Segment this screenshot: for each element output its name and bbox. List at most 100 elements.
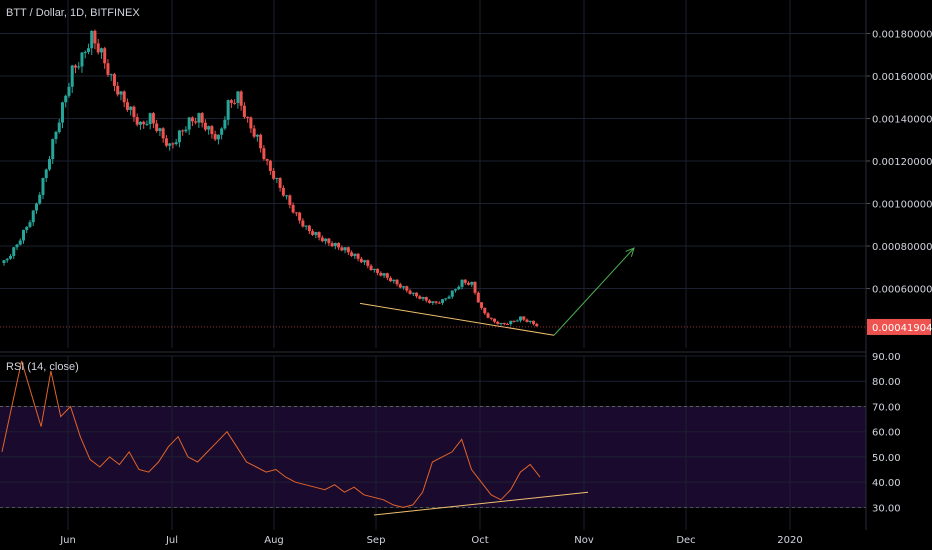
- candle-body: [480, 302, 484, 308]
- candle-body: [346, 247, 350, 253]
- candle-body: [200, 113, 204, 123]
- candle-body: [112, 74, 116, 86]
- candle-body: [220, 128, 224, 135]
- candle-body: [142, 121, 146, 125]
- candle-body: [67, 86, 71, 96]
- candle-body: [229, 100, 233, 103]
- candle-body: [181, 130, 185, 132]
- candle-body: [145, 123, 149, 125]
- candle-body: [515, 320, 519, 322]
- price-tick-label: 0.00080000: [872, 242, 932, 253]
- candle-body: [21, 229, 25, 241]
- rsi-tick-label: 40.00: [872, 478, 901, 489]
- rsi-line: [1, 360, 541, 508]
- candle-body: [512, 320, 516, 322]
- candle-body: [376, 268, 380, 273]
- time-tick-label: Sep: [367, 535, 386, 546]
- candle-body: [343, 247, 347, 251]
- candle-body: [129, 106, 133, 110]
- candle-body: [90, 30, 94, 49]
- candle-body: [70, 65, 74, 87]
- candle-body: [470, 281, 474, 285]
- candle-body: [223, 119, 227, 129]
- candle-body: [125, 102, 129, 110]
- candle-body: [77, 66, 81, 68]
- candle-body: [294, 212, 298, 214]
- candle-body: [47, 159, 51, 170]
- candle-body: [535, 323, 539, 327]
- candle-body: [281, 187, 285, 196]
- candle-body: [356, 253, 360, 259]
- candle-body: [210, 126, 214, 135]
- candle-body: [483, 307, 487, 314]
- candle-body: [41, 178, 45, 195]
- candle-body: [93, 30, 97, 44]
- candle-body: [184, 129, 188, 132]
- candle-body: [359, 258, 363, 263]
- candle-body: [155, 123, 159, 132]
- candle-body: [327, 238, 331, 244]
- price-tick-label: 0.00060000: [872, 285, 932, 296]
- rsi-tick-label: 50.00: [872, 453, 901, 464]
- time-tick-label: Jul: [165, 535, 178, 546]
- price-axis: 0.00060000 0.00080000 0.00100000 0.00120000…: [0, 0, 932, 530]
- candle-body: [405, 286, 409, 291]
- candle-body: [259, 134, 263, 149]
- candle-body: [190, 117, 194, 122]
- candle-body: [447, 296, 451, 299]
- candle-body: [272, 170, 276, 179]
- rsi-tick-label: 30.00: [872, 503, 901, 514]
- candle-body: [57, 122, 61, 132]
- candle-body: [525, 319, 529, 322]
- candle-body: [353, 253, 357, 256]
- time-tick-label: Nov: [574, 535, 594, 546]
- candle-body: [411, 292, 415, 294]
- candle-body: [122, 91, 126, 103]
- candle-body: [28, 222, 32, 227]
- candle-body: [96, 43, 100, 53]
- projection-arrow: [553, 247, 635, 336]
- candle-body: [80, 52, 84, 67]
- candle-body: [489, 317, 493, 319]
- candle-body: [330, 243, 334, 247]
- candle-body: [486, 313, 490, 318]
- candle-body: [38, 194, 42, 204]
- candle-body: [493, 318, 497, 322]
- candle-body: [239, 91, 243, 106]
- candle-body: [12, 247, 16, 256]
- candle-body: [463, 279, 467, 283]
- candle-body: [54, 131, 58, 140]
- candle-body: [454, 289, 458, 291]
- candle-body: [213, 134, 217, 140]
- candle-body: [116, 85, 120, 95]
- candle-body: [233, 102, 237, 104]
- candle-body: [236, 91, 240, 103]
- candle-body: [262, 148, 266, 160]
- candle-body: [268, 160, 272, 171]
- candle-body: [174, 142, 178, 144]
- candle-body: [415, 292, 419, 297]
- price-pane: BTT / Dollar, 1D, BITFINEX: [0, 0, 866, 348]
- candle-body: [275, 178, 279, 180]
- candle-body: [86, 48, 90, 52]
- time-tick-label: Dec: [676, 535, 695, 546]
- candle-body: [288, 195, 292, 205]
- candle-body: [320, 237, 324, 242]
- rsi-pane: RSI (14, close): [0, 355, 866, 530]
- candle-body: [207, 126, 211, 130]
- candle-body: [382, 273, 386, 276]
- candle-body: [408, 290, 412, 294]
- candle-body: [340, 247, 344, 251]
- candle-body: [398, 284, 402, 288]
- candle-body: [252, 128, 256, 137]
- candle-body: [83, 51, 87, 53]
- candle-body: [164, 138, 168, 146]
- last-price-badge: [867, 318, 931, 335]
- candle-body: [242, 105, 246, 117]
- candle-body: [18, 240, 22, 245]
- candle-body: [437, 302, 441, 304]
- time-tick-label: 2020: [777, 535, 802, 546]
- candle-body: [311, 231, 315, 235]
- candle-body: [106, 63, 110, 75]
